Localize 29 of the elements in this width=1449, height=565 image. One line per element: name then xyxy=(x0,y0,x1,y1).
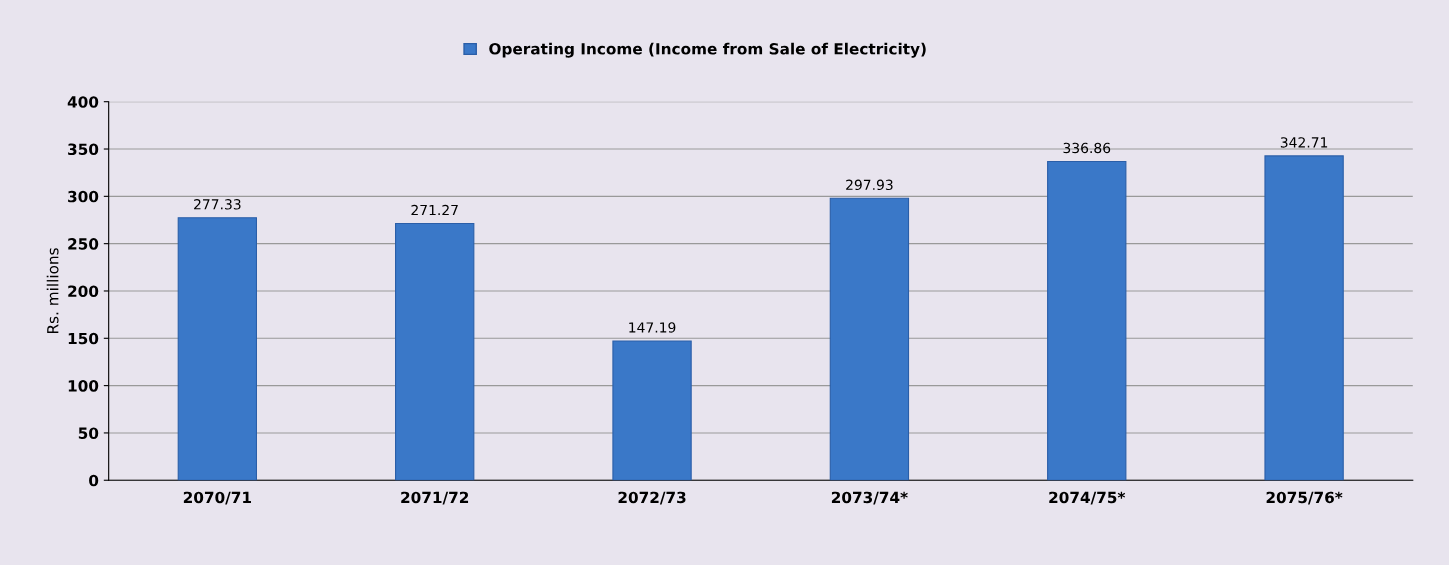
y-axis-title: Rs. millions xyxy=(46,248,59,334)
data-label: 297.93 xyxy=(846,179,893,191)
data-label: 336.86 xyxy=(1063,142,1111,154)
y-tick-label: 250 xyxy=(68,238,99,250)
data-label: 147.19 xyxy=(629,322,676,333)
data-label: 271.27 xyxy=(411,204,458,216)
x-tick-label: 2073/74* xyxy=(831,491,908,505)
bar xyxy=(829,197,910,481)
y-tick-label: 150 xyxy=(68,332,99,345)
y-tick-label: 100 xyxy=(68,380,99,392)
y-tick-label: 400 xyxy=(67,96,99,108)
y-tick-label: 300 xyxy=(68,190,99,203)
y-tick-label: 50 xyxy=(78,427,99,439)
data-label: 277.33 xyxy=(194,199,241,210)
x-tick-label: 2070/71 xyxy=(183,491,251,505)
x-tick-label: 2075/76* xyxy=(1266,491,1343,505)
legend-label: Operating Income (Income from Sale of Electricity) xyxy=(489,42,926,58)
y-tick-label: 200 xyxy=(68,285,99,297)
y-tick-label: 350 xyxy=(68,143,99,156)
x-tick-label: 2072/73 xyxy=(618,491,686,505)
data-label: 342.71 xyxy=(1280,137,1328,148)
y-tick-label: 0 xyxy=(89,474,99,487)
x-tick-label: 2074/75* xyxy=(1049,491,1126,505)
bar xyxy=(1264,155,1344,481)
x-tick-label: 2071/72 xyxy=(401,491,469,505)
bar xyxy=(395,222,475,481)
bar xyxy=(1047,160,1127,481)
bar xyxy=(612,340,692,481)
bar xyxy=(177,217,258,481)
